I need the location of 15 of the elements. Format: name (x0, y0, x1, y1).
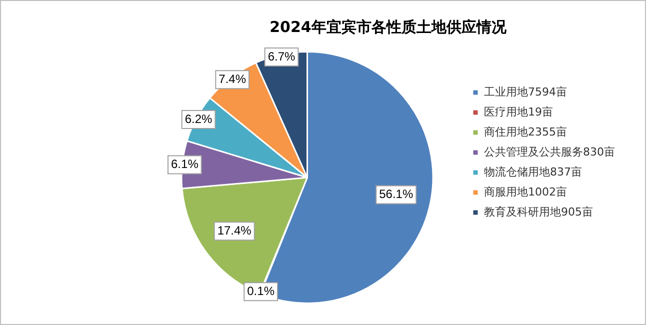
legend-label: 医疗用地19亩 (484, 105, 554, 118)
data-label: 6.7% (268, 49, 296, 64)
legend-label: 物流仓储用地837亩 (484, 165, 582, 178)
data-label: 7.4% (218, 72, 246, 86)
legend-label: 公共管理及公共服务830亩 (484, 145, 616, 158)
legend-label: 商服用地1002亩 (484, 185, 568, 198)
data-label: 17.4% (217, 223, 252, 238)
data-label: 56.1% (379, 187, 414, 202)
legend-label: 工业用地7594亩 (484, 85, 568, 98)
data-label: 6.2% (184, 112, 213, 126)
data-label: 6.1% (171, 157, 199, 172)
legend-label: 教育及科研用地905亩 (484, 205, 594, 218)
data-label: 0.1% (247, 284, 275, 298)
legend-label: 商住用地2355亩 (484, 125, 568, 138)
chart-title: 2024年宜宾市各性质土地供应情况 (270, 18, 508, 36)
